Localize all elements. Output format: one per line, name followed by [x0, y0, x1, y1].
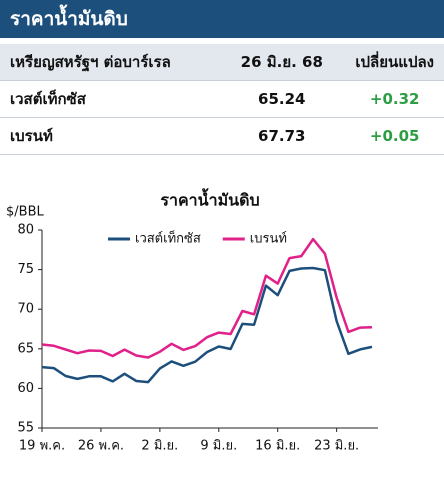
x-tick-label: 23 มิ.ย. — [314, 439, 359, 454]
chart-title: ราคาน้ำมันดิบ — [160, 188, 259, 210]
x-tick-label: 9 มิ.ย. — [200, 439, 237, 454]
cell: +0.05 — [345, 117, 444, 155]
price-table: เหรียญสหรัฐฯ ต่อบาร์เรล 26 มิ.ย. 68 เปลี… — [0, 44, 444, 155]
cell: +0.32 — [345, 80, 444, 118]
cell: 67.73 — [218, 117, 346, 155]
header-title: ราคาน้ำมันดิบ — [0, 0, 444, 38]
y-tick-label: 55 — [17, 421, 34, 436]
column-header: 26 มิ.ย. 68 — [218, 44, 346, 81]
y-tick-label: 65 — [17, 341, 34, 356]
series-line — [41, 266, 373, 384]
table-header: เหรียญสหรัฐฯ ต่อบาร์เรล 26 มิ.ย. 68 เปลี… — [0, 44, 444, 81]
legend-label: เบรนท์ — [250, 231, 287, 247]
x-tick-label: 19 พ.ค. — [19, 439, 65, 454]
y-tick-label: 70 — [17, 302, 34, 317]
y-tick-label: 60 — [17, 381, 34, 396]
table-row: เวสต์เท็กซัส 65.24 +0.32 — [0, 80, 444, 118]
x-tick-label: 26 พ.ค. — [78, 439, 124, 454]
x-tick-label: 2 มิ.ย. — [141, 439, 178, 454]
y-tick-label: 80 — [17, 223, 34, 238]
cell: เวสต์เท็กซัส — [0, 80, 219, 118]
column-header: เปลี่ยนแปลง — [345, 44, 444, 81]
cell: 65.24 — [218, 80, 346, 118]
table-row: เบรนท์ 67.73 +0.05 — [0, 117, 444, 155]
column-header: เหรียญสหรัฐฯ ต่อบาร์เรล — [0, 44, 219, 81]
y-tick-label: 75 — [17, 262, 34, 277]
cell: เบรนท์ — [0, 117, 219, 155]
x-tick-label: 16 มิ.ย. — [255, 439, 300, 454]
legend-label: เวสต์เท็กซัส — [135, 229, 201, 247]
y-axis-label: $/BBL — [6, 205, 44, 220]
series-line — [41, 237, 373, 359]
chart: ราคาน้ำมันดิบ $/BBL 55 60 65 70 75 80 19 พ.ค. 2… — [6, 188, 378, 454]
